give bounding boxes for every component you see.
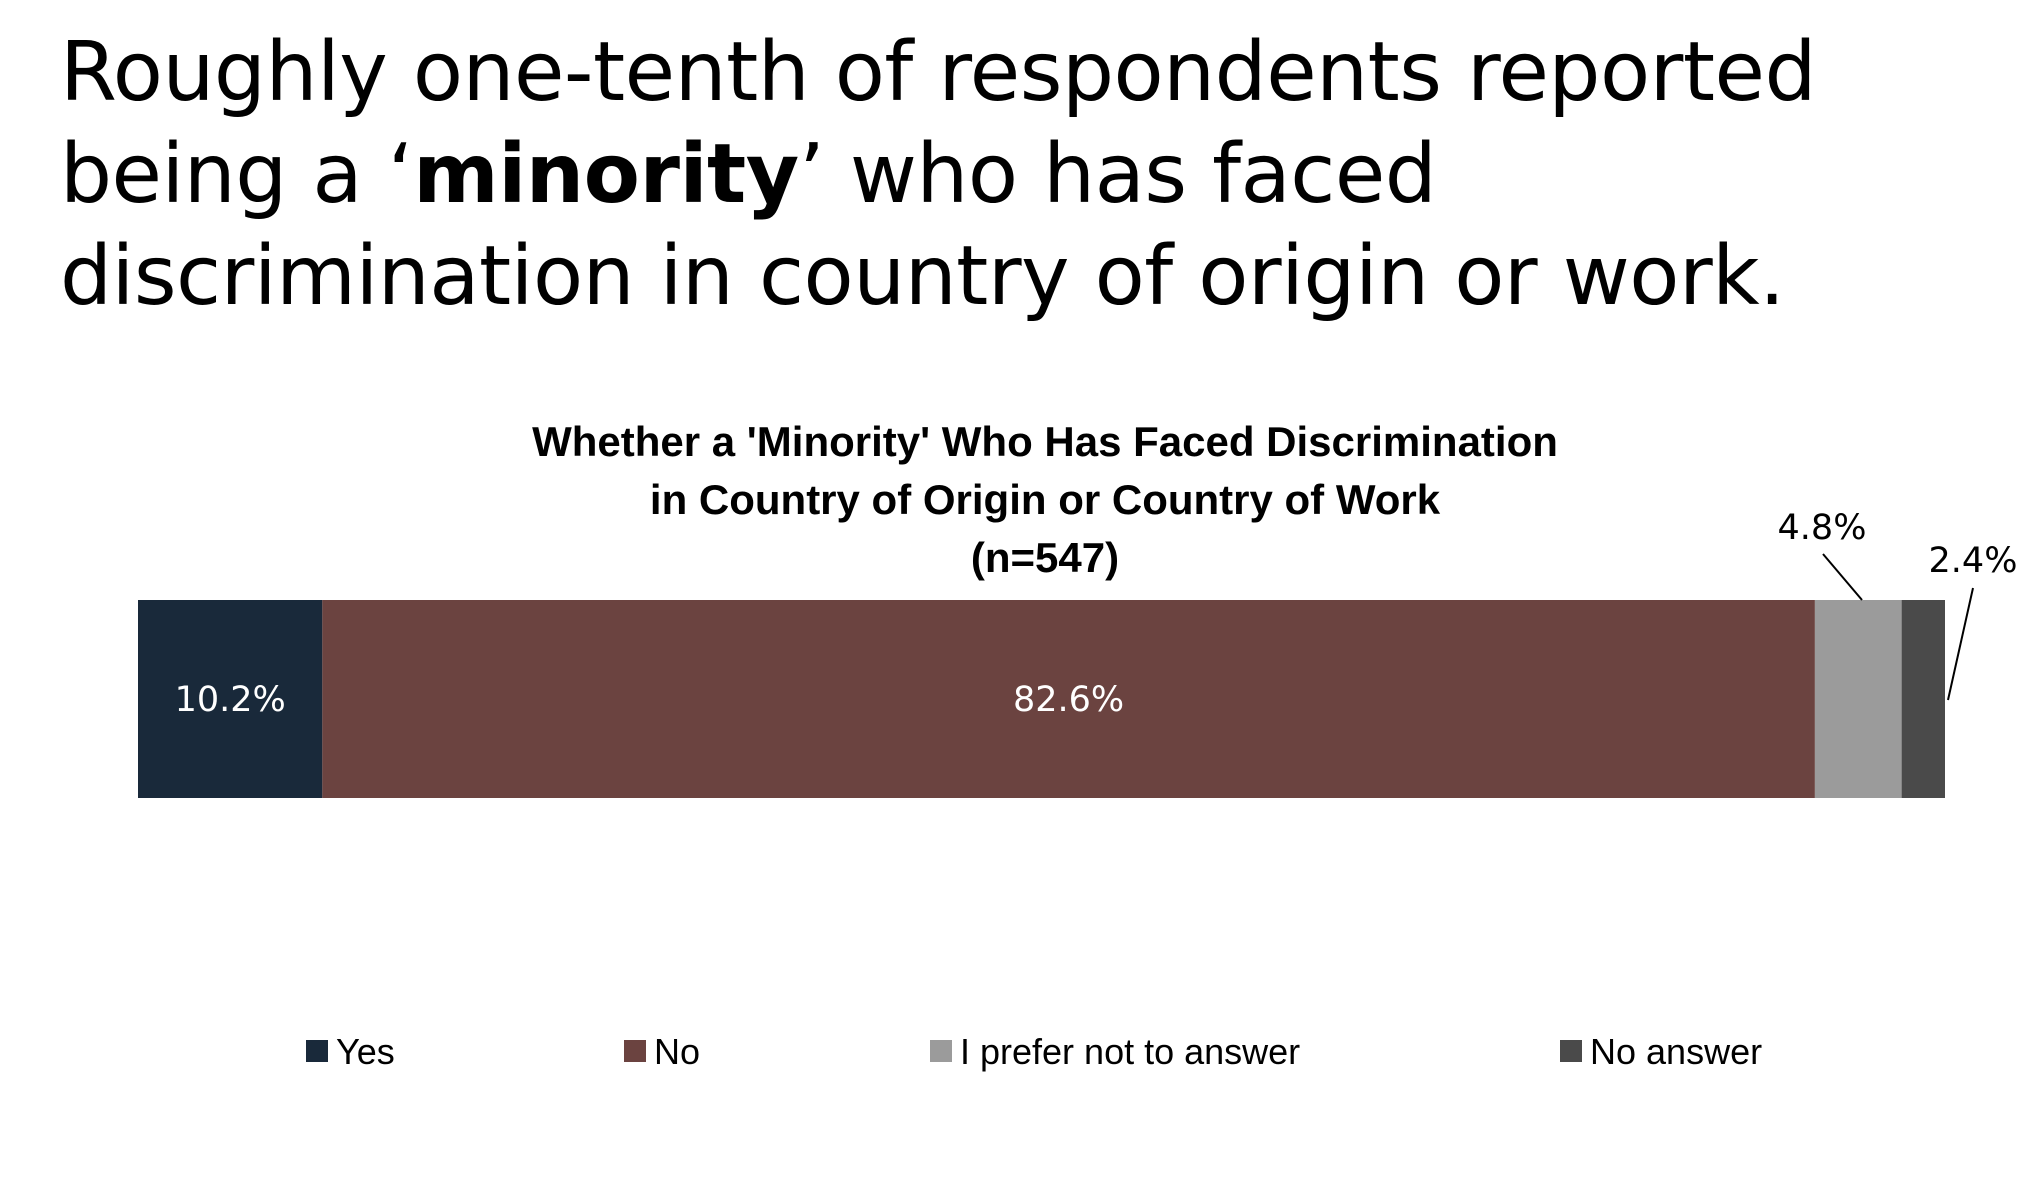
chart-title-line-3: (n=547) [971,534,1119,581]
leader-line-i-prefer-not-to-answer [1822,553,1863,601]
legend-item-i-prefer-not-to-answer: I prefer not to answer [930,1031,1300,1072]
legend: Yes No I prefer not to answer No answer [306,1031,1762,1072]
data-label-i-prefer-not-to-answer: 4.8% [1778,508,1867,548]
headline: Roughly one-tenth of respondents reporte… [60,22,2020,328]
bar-segment-no [322,600,1815,798]
legend-swatch-no-answer [1560,1040,1582,1062]
chart-title-line-1: Whether a 'Minority' Who Has Faced Discr… [532,418,1558,465]
headline-emphasis: minority [413,127,799,222]
chart-title-line-2: in Country of Origin or Country of Work [650,476,1441,523]
legend-label-no: No [654,1031,700,1072]
leader-line-no-answer [1947,587,1974,701]
legend-label-yes: Yes [336,1031,395,1072]
legend-swatch-yes [306,1040,328,1062]
legend-item-no: No [624,1031,700,1072]
bar-segment-i-prefer-not-to-answer [1814,600,1902,798]
bar-segment-yes [138,600,323,798]
legend-label-no-answer: No answer [1590,1031,1762,1072]
data-label-yes: 10.2% [175,680,286,720]
legend-label-i-prefer-not-to-answer: I prefer not to answer [960,1031,1300,1072]
headline-after: ’ who has faced discrimination in countr… [60,127,1785,324]
data-label-no: 82.6% [1013,680,1124,720]
stacked-bar [138,600,1945,798]
headline-before: Roughly one-tenth of respondents reporte… [60,25,1817,222]
legend-item-yes: Yes [306,1031,395,1072]
bar-segment-no-answer [1901,600,1945,798]
legend-swatch-no [624,1040,646,1062]
legend-swatch-i-prefer-not-to-answer [930,1040,952,1062]
chart-title: Whether a 'Minority' Who Has Faced Discr… [532,418,1558,581]
data-label-no-answer: 2.4% [1929,541,2018,581]
legend-item-no-answer: No answer [1560,1031,1762,1072]
data-labels: 10.2% 82.6% 4.8% 2.4% [175,508,2018,720]
